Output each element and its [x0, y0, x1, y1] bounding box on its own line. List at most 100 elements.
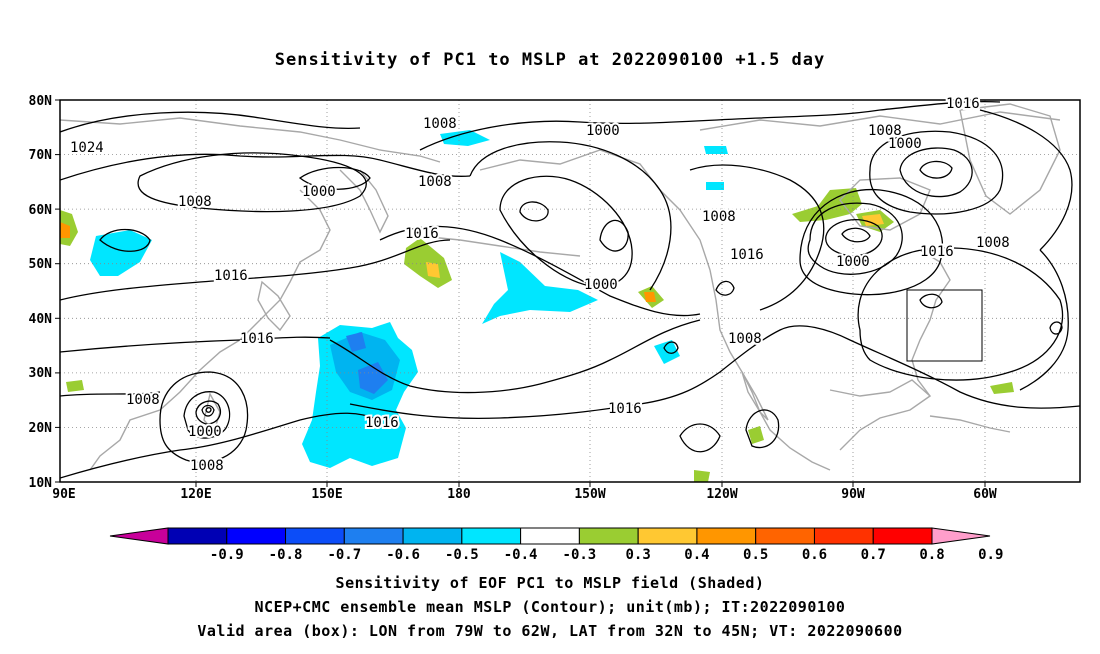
- shade-positive-asia-core: [60, 222, 70, 238]
- shade-positive-mexico: [748, 426, 764, 444]
- lat-axis: 80N 70N 60N 50N 40N 30N 20N 10N: [29, 94, 53, 491]
- contour-line: [379, 225, 701, 317]
- colorbar-tick-label: -0.7: [327, 547, 361, 563]
- colorbar-swatch: [813, 527, 874, 545]
- shade-positive-canada-core: [862, 214, 884, 226]
- lon-label: 90W: [841, 487, 865, 502]
- contour-line: [60, 412, 381, 479]
- colorbar-swatch: [578, 527, 639, 545]
- coast-kamchatka: [339, 169, 389, 234]
- shade-negative-small1: [704, 146, 728, 154]
- coast-aleutians: [419, 235, 581, 257]
- contour-line: [715, 280, 735, 296]
- colorbar-swatch: [520, 527, 580, 545]
- shade-negative-arctic: [440, 130, 490, 146]
- contour-line: [919, 160, 953, 179]
- colorbar-tick-label: -0.9: [210, 547, 244, 563]
- colorbar-tick-label: 0.3: [626, 547, 651, 563]
- chart-title: Sensitivity of PC1 to MSLP at 2022090100…: [274, 50, 826, 70]
- lat-label: 40N: [29, 312, 53, 327]
- contour-label: 1008: [728, 331, 762, 347]
- map-frame: [59, 99, 1081, 483]
- lon-ticks: [195, 482, 986, 487]
- lat-label: 30N: [29, 366, 53, 381]
- contour-line: [205, 407, 212, 413]
- contour-line: [899, 147, 973, 198]
- colorbar-swatch: [343, 527, 404, 545]
- contour-line: [419, 100, 1001, 151]
- caption-line-3: Valid area (box): LON from 79W to 62W, L…: [197, 622, 903, 640]
- colorbar-tick-label: 0.6: [802, 547, 827, 563]
- contour-line: [599, 219, 629, 252]
- contour-line: [979, 109, 1073, 251]
- contour-line: [137, 152, 367, 213]
- colorbar-swatch: [461, 527, 522, 545]
- pressure-contours: [60, 100, 1080, 479]
- contour-label: 1008: [423, 116, 457, 132]
- contour-label: 1000: [836, 254, 870, 270]
- contour-line: [60, 111, 361, 133]
- contour-label-layer: 1024 1008 1000 1008 1016 1008 1000 1016 …: [68, 94, 1012, 476]
- shade-positive-nepac-core: [644, 292, 656, 302]
- colorbar-tick-label: -0.8: [269, 547, 303, 563]
- contour-line: [519, 201, 549, 222]
- colorbar-swatch: [402, 527, 463, 545]
- contour-label: 1000: [586, 123, 620, 139]
- shade-positive-sw: [66, 380, 84, 392]
- contour-line: [799, 188, 944, 296]
- contour-line: [159, 371, 249, 464]
- colorbar-swatch: [872, 527, 933, 545]
- contour-line: [857, 247, 1064, 381]
- contour-line: [499, 175, 633, 288]
- colorbar-tick-label: -0.3: [563, 547, 597, 563]
- lon-label: 150W: [574, 487, 605, 502]
- contour-line: [99, 228, 151, 252]
- contour-line: [60, 391, 161, 397]
- colorbar-tick-label: 0.8: [919, 547, 944, 563]
- contour-line: [919, 293, 943, 309]
- shade-negative-core-deep: [358, 362, 388, 394]
- contour-label: 1000: [888, 136, 922, 152]
- contour-line: [349, 325, 1080, 420]
- lon-axis: 90E 120E 150E 180 150W 120W 90W 60W: [52, 487, 997, 502]
- colorbar-tick-label: -0.6: [386, 547, 420, 563]
- coast-gulf: [829, 379, 932, 451]
- valid-area-box: [906, 289, 983, 362]
- contour-line: [745, 409, 780, 449]
- contour-line: [825, 219, 883, 257]
- contour-line: [663, 341, 679, 354]
- colorbar: [109, 527, 991, 545]
- colorbar-swatch: [226, 527, 287, 545]
- contour-line: [329, 319, 701, 394]
- lat-label: 60N: [29, 203, 53, 218]
- colorbar-tick-label: 0.5: [743, 547, 768, 563]
- contour-line: [195, 400, 221, 425]
- contour-label: 1000: [584, 277, 618, 293]
- shade-negative-asia: [90, 230, 152, 276]
- contour-line: [183, 391, 231, 439]
- colorbar-swatch: [167, 527, 228, 545]
- contour-line: [469, 141, 672, 291]
- colorbar-swatch: [637, 527, 698, 545]
- lon-label: 90E: [52, 487, 75, 502]
- contour-line: [1019, 249, 1069, 391]
- coast-hudson: [839, 177, 931, 231]
- colorbar-tick-label: 0.9: [978, 547, 1003, 563]
- lon-label: 120E: [180, 487, 211, 502]
- contour-line: [298, 166, 371, 190]
- contour-label: 1000: [302, 184, 336, 200]
- coast-baja: [741, 371, 769, 421]
- lon-label: 150E: [311, 487, 342, 502]
- contour-label: 1024: [70, 140, 104, 156]
- contour-line: [689, 164, 825, 311]
- shade-positive-pacific-s: [694, 470, 710, 482]
- coast-japan: [257, 280, 291, 332]
- lat-label: 70N: [29, 148, 53, 163]
- contour-label: 1016: [365, 415, 399, 431]
- contour-line: [201, 404, 215, 417]
- contour-label: 1008: [178, 194, 212, 210]
- contour-label: 1016: [214, 268, 248, 284]
- colorbar-tick-label: 0.7: [861, 547, 886, 563]
- contour-label: 1008: [190, 458, 224, 474]
